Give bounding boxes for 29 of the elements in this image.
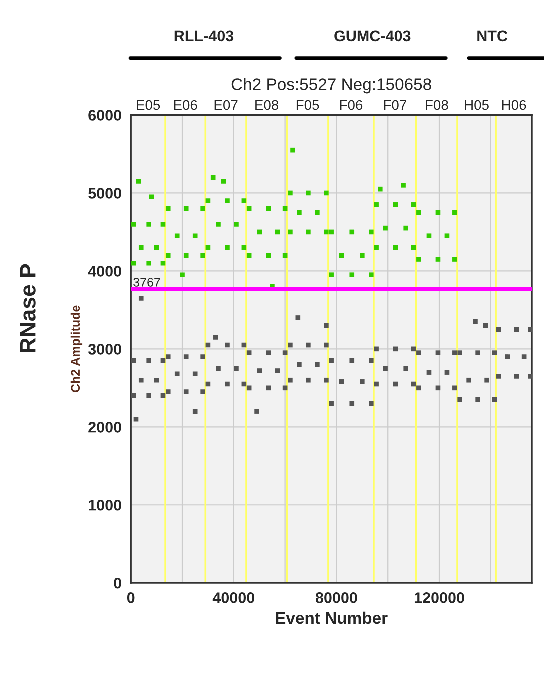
ref-line-label: 3767 <box>134 278 160 287</box>
y-axis-title: Ch2 Amplitude <box>70 306 83 393</box>
y-tick-label: 4000 <box>88 266 122 277</box>
x-tick-label: 0 <box>127 592 135 604</box>
text: RLL-403 <box>174 30 234 42</box>
text: H05 <box>465 100 489 110</box>
text: F07 <box>384 100 406 110</box>
text: RNase P <box>20 264 36 352</box>
y-tick-label: 2000 <box>88 422 122 433</box>
y-tick-label: 6000 <box>88 110 122 121</box>
x-tick-label: 80000 <box>316 592 358 604</box>
text: E08 <box>256 100 279 110</box>
y-tick-label: 5000 <box>88 188 122 199</box>
chart-title: Ch2 Pos:5527 Neg:150658 <box>232 78 432 94</box>
text: E07 <box>214 100 238 110</box>
text: GUMC-403 <box>334 30 411 42</box>
x-tick-label: 40000 <box>212 592 255 604</box>
text: F05 <box>296 100 320 110</box>
x-axis-title: Event Number <box>276 612 388 624</box>
text: E06 <box>174 100 198 110</box>
y-tick-label: 3000 <box>88 344 122 355</box>
text: E05 <box>137 100 160 110</box>
y-tick-label: 1000 <box>89 500 122 511</box>
text: NTC <box>478 30 508 42</box>
text: F06 <box>340 100 363 110</box>
x-tick-label: 120000 <box>414 592 464 604</box>
y-tick-label: 0 <box>114 578 122 589</box>
text: H06 <box>502 100 526 110</box>
text: F08 <box>426 100 448 110</box>
